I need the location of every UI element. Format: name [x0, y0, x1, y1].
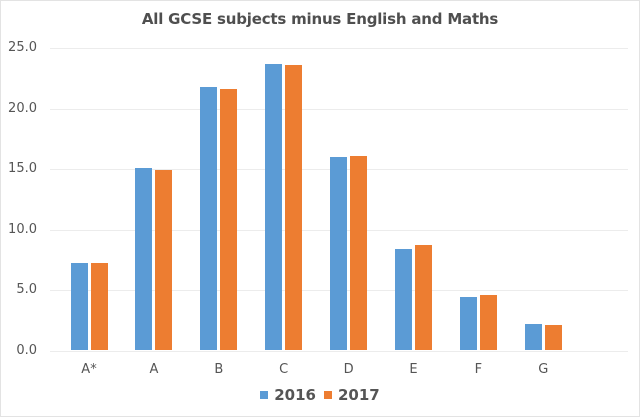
x-tick-label: A — [149, 362, 159, 377]
gridline — [50, 351, 628, 352]
y-tick-label: 20.0 — [8, 101, 37, 116]
gridline — [50, 48, 628, 49]
legend-item-2016: 2016 — [260, 386, 316, 404]
bar-2017-B — [220, 89, 238, 351]
x-tick-label: C — [279, 362, 289, 377]
legend-swatch-2016-icon — [260, 391, 269, 399]
chart-title: All GCSE subjects minus English and Math… — [141, 10, 499, 28]
bar-2016-A — [135, 167, 153, 351]
legend-label-2016: 2016 — [274, 386, 316, 404]
y-tick-label: 10.0 — [8, 222, 37, 237]
legend-swatch-2017-icon — [324, 391, 332, 399]
legend-label-2017: 2017 — [338, 386, 380, 404]
x-tick-label: G — [538, 362, 549, 377]
bar-2017-C — [285, 64, 303, 351]
bar-2017-G — [544, 325, 562, 351]
y-tick-label: 0.0 — [16, 343, 37, 358]
legend-item-2017: 2017 — [324, 386, 380, 404]
bar-2016-A* — [70, 263, 88, 351]
bar-2017-E — [415, 245, 432, 351]
y-tick-label: 5.0 — [16, 282, 37, 297]
bar-2016-F — [459, 297, 477, 351]
legend: 2016 2017 — [0, 386, 640, 404]
bar-2016-D — [330, 156, 348, 351]
x-tick-label: A* — [81, 362, 97, 377]
y-tick-label: 15.0 — [8, 161, 37, 176]
bar-2016-E — [395, 248, 412, 351]
x-tick-label: E — [409, 362, 418, 377]
bar-2017-A* — [90, 263, 108, 351]
x-tick-label: F — [474, 362, 483, 377]
x-tick-label: D — [343, 362, 354, 377]
bar-2016-C — [265, 63, 283, 351]
gridline — [50, 109, 628, 110]
bar-2016-B — [200, 86, 218, 351]
bar-2017-A — [155, 170, 173, 351]
bar-2017-F — [479, 294, 497, 351]
y-tick-label: 25.0 — [8, 40, 37, 55]
bar-2016-G — [524, 323, 542, 351]
bar-2017-D — [350, 155, 368, 351]
x-tick-label: B — [214, 362, 224, 377]
